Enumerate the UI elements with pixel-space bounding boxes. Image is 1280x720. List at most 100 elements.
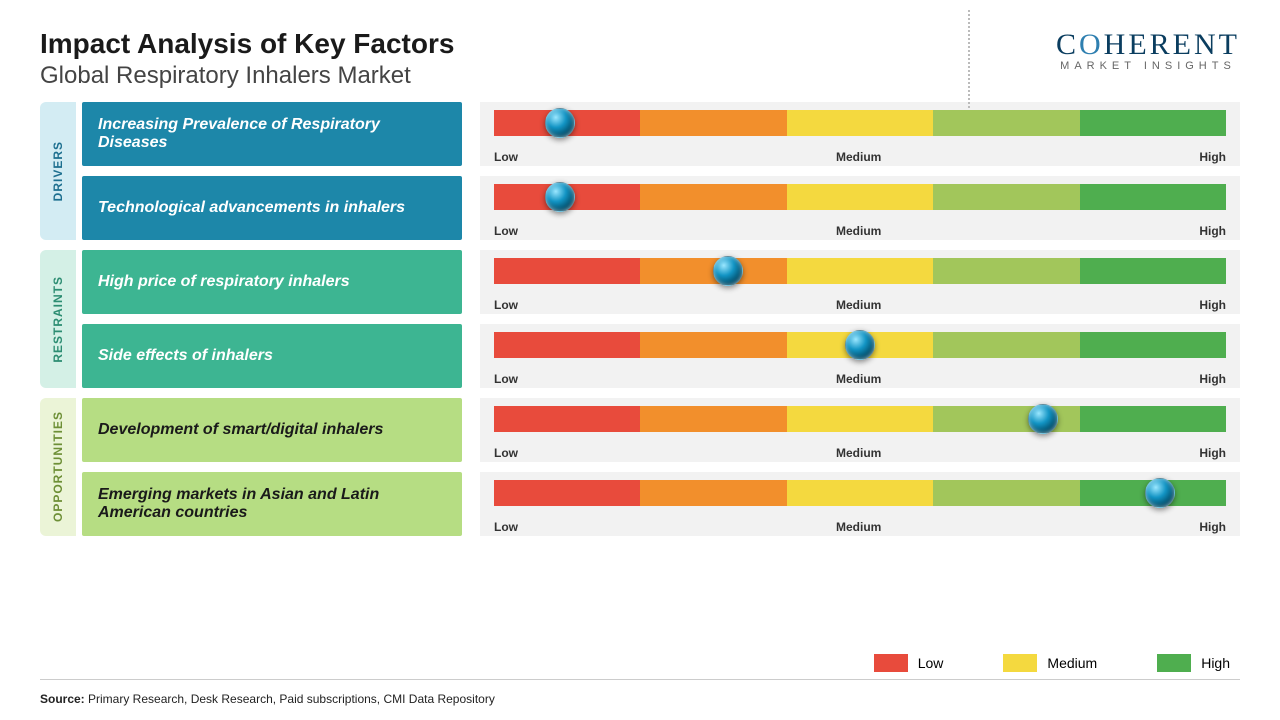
scale-label-medium: Medium xyxy=(836,446,881,460)
scale-segment xyxy=(787,480,933,506)
impact-marker xyxy=(1145,478,1175,508)
legend-item: High xyxy=(1157,654,1230,672)
factor-label: Side effects of inhalers xyxy=(82,324,462,388)
category-group: RESTRAINTSHigh price of respiratory inha… xyxy=(40,250,1240,388)
scale-wrap: LowMediumHigh xyxy=(480,398,1240,462)
scale-segment xyxy=(933,480,1079,506)
scale-label-high: High xyxy=(1199,224,1226,238)
legend-label: Low xyxy=(918,655,944,671)
scale-segment xyxy=(1080,184,1226,210)
brand-logo: COHERENT MARKET INSIGHTS xyxy=(1056,28,1240,72)
source-prefix: Source: xyxy=(40,692,88,706)
category-tab: DRIVERS xyxy=(40,102,76,240)
factor-label: Increasing Prevalence of Respiratory Dis… xyxy=(82,102,462,166)
category-label: OPPORTUNITIES xyxy=(51,411,65,522)
scale-segment xyxy=(933,110,1079,136)
scale-wrap: Low Medium High xyxy=(480,324,1240,388)
impact-marker xyxy=(713,256,743,286)
scale-segment xyxy=(787,406,933,432)
legend: Low Medium High xyxy=(874,654,1230,672)
scale-label-high: High xyxy=(1199,520,1226,534)
legend-item: Medium xyxy=(1003,654,1097,672)
scale-labels: Low Medium High xyxy=(494,224,1226,238)
scale-label-high: High xyxy=(1199,372,1226,386)
impact-marker xyxy=(845,330,875,360)
scale-segment xyxy=(787,110,933,136)
category-tab: OPPORTUNITIES xyxy=(40,398,76,536)
impact-chart: DRIVERSIncreasing Prevalence of Respirat… xyxy=(0,102,1280,536)
scale-label-medium: Medium xyxy=(836,150,881,164)
scale-label-medium: Medium xyxy=(836,298,881,312)
category-group: DRIVERSIncreasing Prevalence of Respirat… xyxy=(40,102,1240,240)
scale-label-high: High xyxy=(1199,298,1226,312)
legend-swatch xyxy=(1003,654,1037,672)
scale-wrap: Low Medium High xyxy=(480,176,1240,240)
scale-segment xyxy=(640,110,786,136)
factor-row: Side effects of inhalers Low Medium High xyxy=(82,324,1240,388)
scale-bar xyxy=(494,406,1226,432)
category-rows: High price of respiratory inhalers Low Med… xyxy=(82,250,1240,388)
scale-segment xyxy=(1080,258,1226,284)
scale-segment xyxy=(494,406,640,432)
scale-labels: LowMediumHigh xyxy=(494,520,1226,534)
scale-segment xyxy=(933,258,1079,284)
scale-bar xyxy=(494,258,1226,284)
scale-segment xyxy=(1080,406,1226,432)
factor-row: Emerging markets in Asian and Latin Amer… xyxy=(82,472,1240,536)
header-divider xyxy=(968,10,970,120)
scale-segment xyxy=(640,480,786,506)
scale-bar xyxy=(494,480,1226,506)
scale-wrap: Low Medium High xyxy=(480,102,1240,166)
category-group: OPPORTUNITIES Development of smart/digita… xyxy=(40,398,1240,536)
scale-label-low: Low xyxy=(494,224,518,238)
scale-segment xyxy=(640,406,786,432)
scale-wrap: Low Medium High xyxy=(480,250,1240,314)
scale-label-low: Low xyxy=(494,520,518,534)
impact-marker xyxy=(545,108,575,138)
source-line: Source: Primary Research, Desk Research,… xyxy=(40,692,495,706)
scale-bar xyxy=(494,332,1226,358)
scale-segment xyxy=(933,332,1079,358)
legend-label: Medium xyxy=(1047,655,1097,671)
scale-segment xyxy=(1080,110,1226,136)
factor-label: High price of respiratory inhalers xyxy=(82,250,462,314)
scale-label-low: Low xyxy=(494,150,518,164)
scale-segment xyxy=(933,184,1079,210)
scale-label-low: Low xyxy=(494,298,518,312)
scale-segment xyxy=(787,258,933,284)
impact-marker xyxy=(545,182,575,212)
legend-swatch xyxy=(874,654,908,672)
factor-row: Development of smart/digital inhalers Low… xyxy=(82,398,1240,462)
scale-segment xyxy=(494,480,640,506)
legend-label: High xyxy=(1201,655,1230,671)
scale-label-low: Low xyxy=(494,372,518,386)
category-rows: Development of smart/digital inhalers Low… xyxy=(82,398,1240,536)
factor-row: High price of respiratory inhalers Low Med… xyxy=(82,250,1240,314)
scale-labels: Low Medium High xyxy=(494,150,1226,164)
scale-labels: LowMediumHigh xyxy=(494,446,1226,460)
scale-bar xyxy=(494,110,1226,136)
scale-label-low: Low xyxy=(494,446,518,460)
scale-segment xyxy=(640,332,786,358)
impact-marker xyxy=(1028,404,1058,434)
scale-label-medium: Medium xyxy=(836,224,881,238)
legend-item: Low xyxy=(874,654,944,672)
logo-main-text: COHERENT xyxy=(1056,28,1240,62)
legend-swatch xyxy=(1157,654,1191,672)
scale-labels: Low Medium High xyxy=(494,372,1226,386)
factor-label: Technological advancements in inhalers xyxy=(82,176,462,240)
category-tab: RESTRAINTS xyxy=(40,250,76,388)
scale-labels: Low Medium High xyxy=(494,298,1226,312)
scale-segment xyxy=(494,332,640,358)
scale-label-medium: Medium xyxy=(836,372,881,386)
factor-label: Emerging markets in Asian and Latin Amer… xyxy=(82,472,462,536)
scale-segment xyxy=(494,258,640,284)
footer-rule xyxy=(40,679,1240,680)
factor-label: Development of smart/digital inhalers xyxy=(82,398,462,462)
scale-segment xyxy=(640,184,786,210)
factor-row: Increasing Prevalence of Respiratory Dis… xyxy=(82,102,1240,166)
factor-row: Technological advancements in inhalers Lo… xyxy=(82,176,1240,240)
scale-segment xyxy=(787,184,933,210)
scale-wrap: LowMediumHigh xyxy=(480,472,1240,536)
scale-label-high: High xyxy=(1199,150,1226,164)
